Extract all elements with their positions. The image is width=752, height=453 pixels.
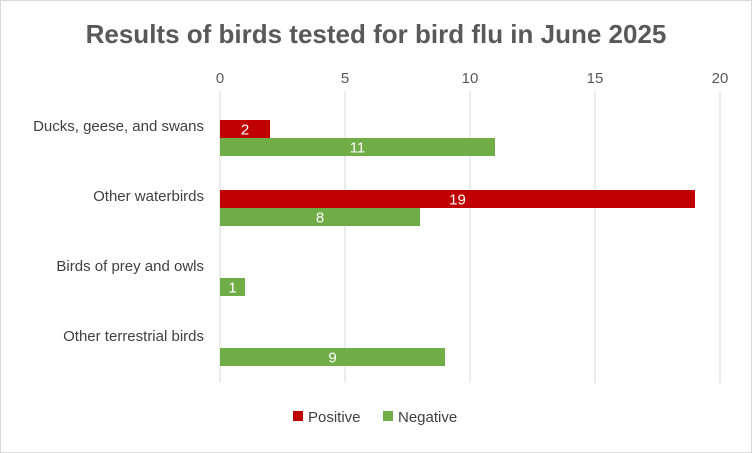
bar-negative xyxy=(220,348,445,366)
bar-negative xyxy=(220,138,495,156)
x-tick-label: 15 xyxy=(587,70,604,87)
bar-positive xyxy=(220,190,695,208)
bar-negative xyxy=(220,278,245,296)
data-label: 8 xyxy=(316,210,324,227)
legend-label: Negative xyxy=(398,409,457,426)
legend-label: Positive xyxy=(308,409,361,426)
chart-title: Results of birds tested for bird flu in … xyxy=(85,19,667,49)
x-tick-label: 0 xyxy=(216,70,224,87)
category-label: Other terrestrial birds xyxy=(63,328,204,345)
legend-swatch-negative xyxy=(383,411,393,421)
category-label: Other waterbirds xyxy=(93,188,204,205)
category-label: Birds of prey and owls xyxy=(56,258,204,275)
x-tick-label: 10 xyxy=(462,70,479,87)
legend-swatch-positive xyxy=(293,411,303,421)
data-label: 19 xyxy=(449,192,466,209)
category-label: Ducks, geese, and swans xyxy=(33,118,204,135)
bar-positive xyxy=(220,120,270,138)
data-label: 11 xyxy=(350,140,366,157)
bar-negative xyxy=(220,208,420,226)
data-label: 9 xyxy=(328,350,336,367)
x-tick-label: 20 xyxy=(712,70,729,87)
data-label: 1 xyxy=(228,280,236,297)
x-tick-label: 5 xyxy=(341,70,349,87)
data-label: 2 xyxy=(241,122,249,139)
